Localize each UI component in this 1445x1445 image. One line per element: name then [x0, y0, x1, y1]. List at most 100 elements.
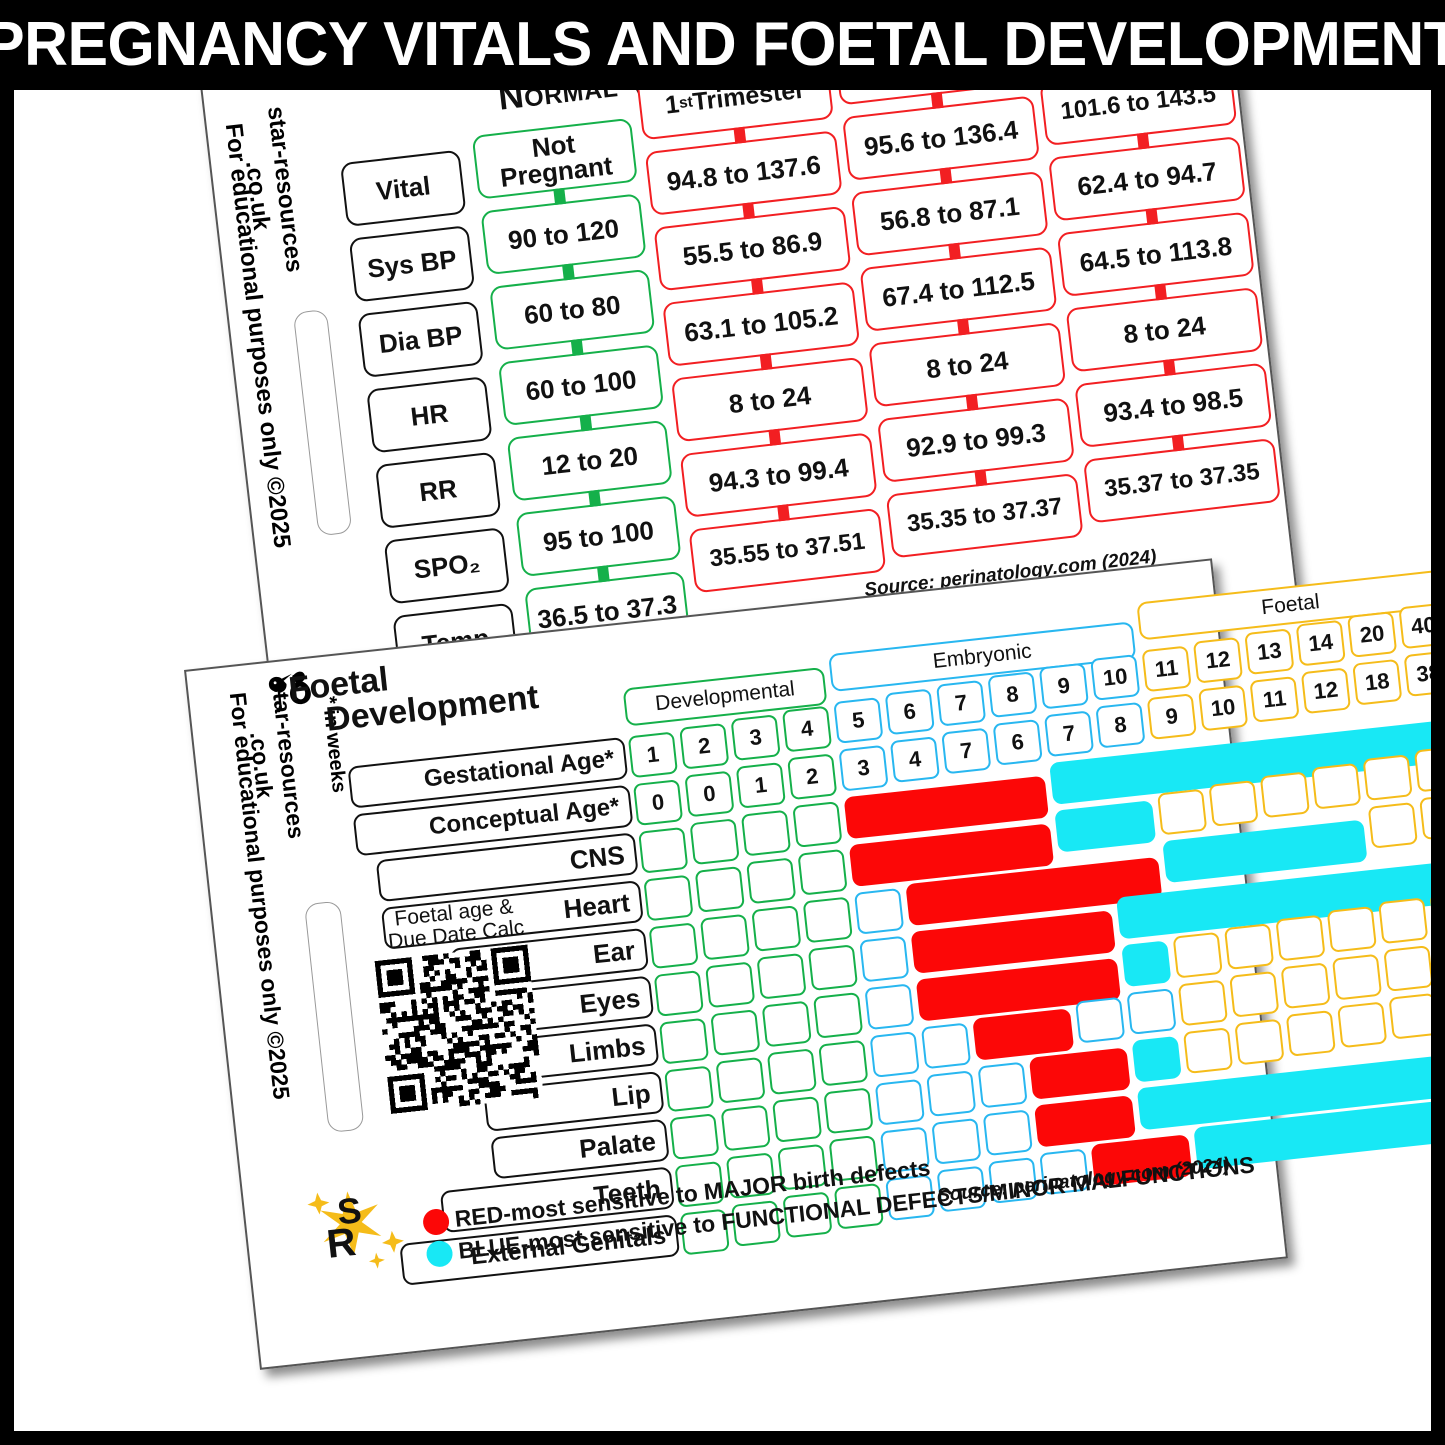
vitals-cell-0-0: Sys BP: [348, 225, 476, 303]
foetal-title: Foetal Development: [286, 660, 541, 739]
grid-cell-7-5: [920, 1022, 972, 1070]
grid-cell-7-13: [1331, 953, 1383, 1001]
grid-cell-5-3: [807, 944, 859, 992]
grid-cell-3-13: [1311, 762, 1362, 810]
grid-cell-7-4: [869, 1031, 920, 1078]
qr-code-icon[interactable]: [374, 944, 545, 1119]
phase-label-1: Embryonic: [828, 621, 1137, 693]
grid-cell-3-14: [1362, 754, 1413, 801]
gestational-age-cell-4: 5: [833, 697, 884, 744]
cell-connector: [930, 91, 944, 109]
grid-cell-8-4: [874, 1078, 925, 1126]
foetal-development-card[interactable]: star-resources .co.uk For educational pu…: [184, 558, 1431, 1370]
conceptual-age-cell-1: 0: [684, 770, 735, 818]
grid-cell-6-14: [1378, 897, 1429, 945]
conceptual-age-cell-2: 1: [735, 762, 786, 809]
grid-cell-6-12: [1275, 914, 1326, 962]
cell-connector: [750, 277, 764, 295]
grid-cell-7-11: [1229, 970, 1280, 1018]
vitals-cell-3-0: RR: [374, 451, 502, 529]
conceptual-age-cell-12: 11: [1249, 676, 1300, 723]
grid-cell-4-2: [751, 905, 802, 952]
gestational-age-cell-12: 13: [1244, 628, 1295, 676]
cell-connector: [768, 428, 782, 446]
conceptual-age-cell-9: 8: [1095, 701, 1146, 749]
grid-cell-8-12: [1285, 1010, 1336, 1057]
vitals-cell-2-1: 60 to 100: [497, 344, 665, 427]
grid-cell-9-6: [982, 1109, 1033, 1157]
grid-cell-9-5: [931, 1117, 982, 1165]
grid-cell-3-11: [1208, 780, 1259, 827]
cell-connector: [570, 338, 584, 356]
grid-cell-3-0: [643, 874, 694, 922]
grid-cell-6-13: [1326, 906, 1377, 953]
grid-cell-6-2: [761, 1000, 812, 1048]
grid-cell-4-1: [699, 913, 751, 961]
grid-cell-4-14: [1367, 801, 1418, 849]
vitals-cell-2-0: HR: [366, 376, 493, 454]
white-canvas: star-resources .co.uk For educational pu…: [14, 90, 1431, 1431]
grid-cell-7-8: [1075, 996, 1126, 1044]
cell-connector: [974, 469, 988, 487]
grid-cell-8-14: [1388, 992, 1431, 1040]
gestational-age-cell-14: 20: [1346, 611, 1398, 658]
gestational-age-cell-5: 6: [884, 688, 935, 736]
legend-red-dot: [421, 1207, 451, 1236]
cyan-sensitivity-bar-limbs: [1121, 940, 1172, 988]
grid-cell-6-4: [864, 983, 915, 1031]
conceptual-age-cell-6: 7: [941, 727, 992, 775]
grid-cell-7-10: [1177, 979, 1229, 1027]
grid-cell-8-10: [1182, 1027, 1234, 1074]
grid-cell-7-3: [818, 1039, 869, 1087]
stork-icon: [263, 665, 324, 717]
gestational-age-cell-7: 8: [987, 671, 1038, 719]
cell-connector: [579, 414, 593, 432]
vitals-cell-5-3: 35.35 to 37.37: [885, 472, 1084, 559]
cell-connector: [553, 187, 567, 205]
conceptual-age-cell-8: 7: [1043, 710, 1095, 758]
conceptual-age-cell-15: 38: [1403, 650, 1431, 697]
svg-text:R: R: [325, 1220, 359, 1267]
page-banner: PREGNANCY VITALS AND FOETAL DEVELOPMENT: [0, 0, 1445, 88]
grid-cell-3-2: [746, 857, 797, 905]
cell-connector: [956, 318, 970, 336]
grid-cell-2-0: [638, 826, 689, 874]
grid-cell-4-3: [802, 896, 853, 944]
gestational-age-cell-13: 14: [1295, 619, 1346, 667]
cell-connector: [588, 489, 602, 507]
cell-connector: [939, 167, 953, 185]
legend-cyan-dot: [425, 1238, 454, 1268]
grid-cell-7-9: [1126, 988, 1177, 1035]
cell-connector: [1163, 358, 1176, 377]
grid-cell-6-0: [658, 1017, 710, 1065]
grid-cell-7-0: [664, 1065, 715, 1113]
grid-cell-4-0: [648, 922, 699, 970]
gestational-age-cell-2: 3: [730, 714, 781, 762]
cell-connector: [759, 353, 773, 371]
vitals-col-header-1: Not Pregnant: [471, 117, 638, 200]
gestational-age-cell-6: 7: [936, 679, 987, 727]
gestational-age-cell-11: 12: [1192, 636, 1244, 684]
page-title: PREGNANCY VITALS AND FOETAL DEVELOPMENT: [0, 9, 1445, 79]
cell-connector: [596, 565, 610, 583]
gestational-age-cell-9: 10: [1090, 654, 1141, 701]
grid-cell-7-2: [766, 1048, 818, 1096]
grid-cell-3-12: [1259, 771, 1311, 819]
gestational-age-cell-8: 9: [1038, 662, 1090, 710]
grid-cell-7-14: [1383, 945, 1431, 992]
grid-cell-5-1: [705, 961, 756, 1009]
cyan-sensitivity-bar-palate: [1131, 1035, 1182, 1083]
decorative-blank-bar: [304, 900, 365, 1134]
grid-cell-3-10: [1157, 788, 1208, 836]
grid-cell-5-2: [756, 952, 807, 1000]
conceptual-age-cell-10: 9: [1146, 693, 1197, 740]
grid-cell-8-6: [977, 1061, 1028, 1109]
grid-cell-3-3: [797, 848, 848, 896]
cell-connector: [742, 202, 755, 220]
gestational-age-cell-3: 4: [781, 705, 833, 753]
red-sensitivity-bar-palate: [1028, 1047, 1131, 1100]
vitals-cell-4-1: 95 to 100: [515, 495, 682, 578]
conceptual-age-cell-14: 18: [1352, 658, 1403, 706]
grid-cell-8-1: [720, 1104, 771, 1152]
